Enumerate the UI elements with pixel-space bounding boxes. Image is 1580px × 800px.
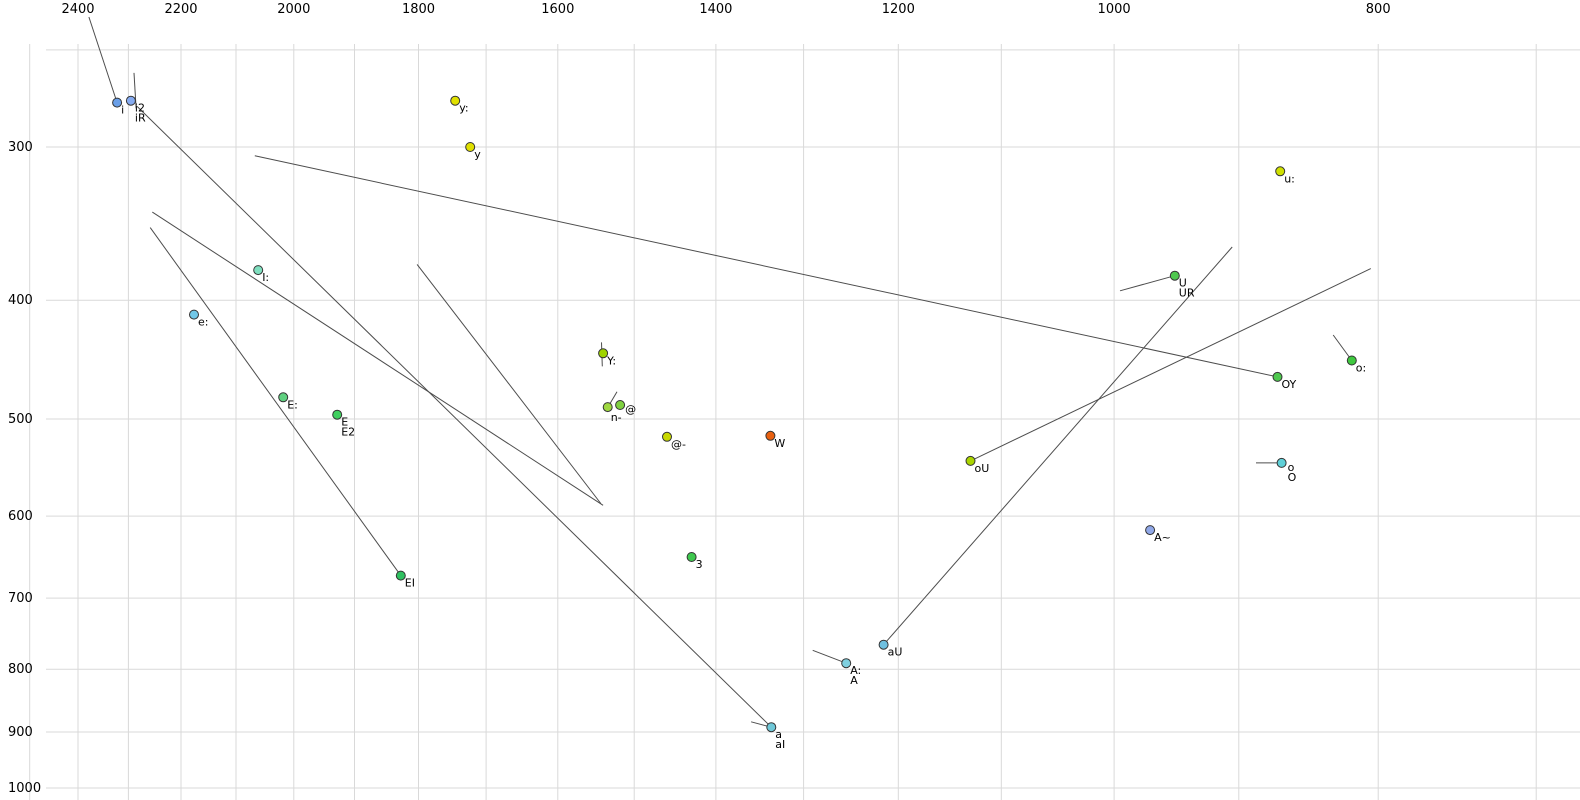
vowel-point-E:[interactable] <box>278 392 289 403</box>
vowel-point-@-[interactable] <box>662 431 672 442</box>
vowel-label-OY: OY <box>1282 378 1297 391</box>
axis-labels: 2400 2200 2000 1800 1600 1400 1200 1000 800 300 40… <box>8 2 1391 796</box>
trajectory-i-onset <box>88 16 118 103</box>
vowel-label-oU: oU <box>975 462 990 475</box>
vowel-label-e:: e: <box>198 316 208 329</box>
x-tick-label-1800: 1800 <box>402 2 435 17</box>
trajectory-track-b <box>416 264 602 504</box>
vowel-label-EI: EI <box>405 577 415 590</box>
vowel-label-y: y <box>474 148 481 161</box>
trajectory-track-a <box>152 211 604 506</box>
x-tick-label-2400: 2400 <box>61 2 94 17</box>
y-tick-label-500: 500 <box>8 412 33 427</box>
vowel-label-i2: i2 <box>135 102 145 115</box>
vowel-point-n-[interactable] <box>602 402 613 413</box>
vowel-label-UR: UR <box>1179 287 1195 300</box>
x-tick-label-1600: 1600 <box>541 2 574 17</box>
trajectory-oU-track <box>970 268 1372 462</box>
trajectory-aI-track <box>136 106 772 728</box>
trajectory-aU-track <box>883 246 1233 646</box>
vowel-label-A:: A: <box>850 664 861 677</box>
y-tick-label-900: 900 <box>8 725 33 740</box>
trajectory-iR-track <box>133 72 137 109</box>
x-tick-label-1000: 1000 <box>1098 2 1131 17</box>
vowel-label-3: 3 <box>696 558 703 571</box>
vowel-label-@-: @- <box>671 438 686 451</box>
vowel-label-O: O <box>1288 471 1297 484</box>
vowel-point-E[interactable] <box>332 409 343 420</box>
grid <box>29 44 1580 800</box>
trajectory-OY-track <box>254 155 1278 378</box>
vowel-label-E:: E: <box>287 398 298 411</box>
vowel-point-EI[interactable] <box>395 570 406 581</box>
vowel-point-i[interactable] <box>112 97 123 108</box>
vowel-label-aI: aI <box>775 738 785 751</box>
trajectory-EI-track <box>149 227 402 576</box>
vowel-label-I:: I: <box>262 271 269 284</box>
vowel-label-u:: u: <box>1284 172 1295 185</box>
vowel-point-y:[interactable] <box>450 95 461 106</box>
vowel-point-OY[interactable] <box>1272 371 1283 382</box>
vowel-label-E: E <box>341 416 348 429</box>
vowel-point-W[interactable] <box>765 430 776 441</box>
vowel-point-I:[interactable] <box>253 265 264 276</box>
y-tick-label-300: 300 <box>8 140 33 155</box>
vowel-label-A: A <box>850 674 858 687</box>
vowel-point-Y:[interactable] <box>598 348 609 359</box>
x-tick-label-800: 800 <box>1366 2 1391 17</box>
y-tick-label-600: 600 <box>8 509 33 524</box>
x-tick-label-2000: 2000 <box>277 2 310 17</box>
vowel-label-o:: o: <box>1356 362 1366 375</box>
vowel-point-o[interactable] <box>1276 457 1287 468</box>
vowel-label-a: a <box>775 728 782 741</box>
vowel-point-A:[interactable] <box>841 658 852 669</box>
vowel-point-oU[interactable] <box>965 455 976 466</box>
trajectory-o-long-onset <box>1332 334 1353 361</box>
vowel-point-o:[interactable] <box>1346 355 1357 366</box>
y-tick-label-1000: 1000 <box>8 781 41 796</box>
y-tick-label-800: 800 <box>8 662 33 677</box>
vowel-label-E2: E2 <box>341 426 355 439</box>
trajectories <box>88 16 1372 728</box>
y-tick-label-400: 400 <box>8 293 33 308</box>
vowel-label-iR: iR <box>135 112 146 125</box>
vowel-label-@: @ <box>625 403 636 416</box>
x-tick-label-1200: 1200 <box>882 2 915 17</box>
y-tick-label-700: 700 <box>8 591 33 606</box>
vowel-point-A~[interactable] <box>1145 525 1156 536</box>
vowel-label-y:: y: <box>459 102 468 115</box>
x-tick-label-1400: 1400 <box>699 2 732 17</box>
vowel-label-n-: n- <box>611 411 622 424</box>
vowel-label-U: U <box>1179 277 1187 290</box>
vowel-label-o: o <box>1288 461 1295 474</box>
trajectory-A-onset <box>812 649 847 664</box>
vowel-label-W: W <box>774 437 785 450</box>
vowel-point-U[interactable] <box>1169 270 1180 281</box>
vowel-label-i: i <box>121 104 124 117</box>
trajectory-UR-track <box>1119 275 1175 292</box>
vowel-label-Y:: Y: <box>606 354 616 367</box>
vowel-point-@[interactable] <box>615 400 626 410</box>
vowel-point-e:[interactable] <box>189 309 199 320</box>
vowel-point-y[interactable] <box>465 142 476 152</box>
vowel-point-a[interactable] <box>766 722 777 733</box>
vowel-label-aU: aU <box>888 646 903 659</box>
vowel-point-u:[interactable] <box>1275 166 1286 177</box>
vowel-point-i2[interactable] <box>125 95 136 106</box>
vowel-label-A~: A~ <box>1154 531 1171 544</box>
vowel-point-3[interactable] <box>686 552 697 562</box>
vowel-point-aU[interactable] <box>878 639 889 650</box>
x-tick-label-2200: 2200 <box>164 2 197 17</box>
